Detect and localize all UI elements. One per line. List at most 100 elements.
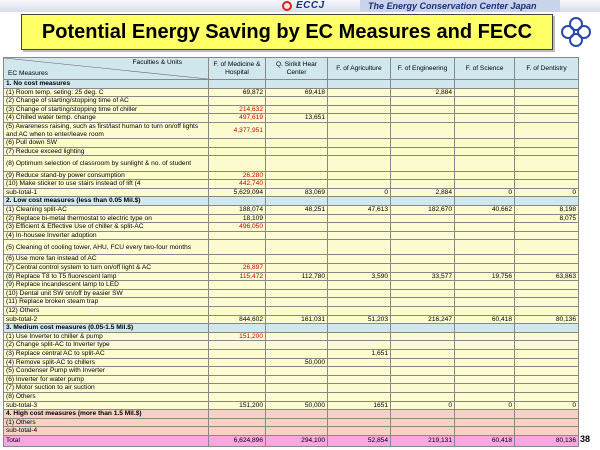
value-cell (390, 79, 455, 89)
measure-label: (3) Change of starting/stopping time of … (3, 104, 209, 115)
value-cell (265, 104, 328, 115)
value-cell (327, 155, 391, 172)
value-cell (514, 263, 579, 273)
value-cell (390, 213, 455, 224)
value-cell (454, 155, 515, 172)
value-cell: 47,613 (327, 204, 391, 215)
value-cell (454, 239, 515, 256)
value-cell (454, 383, 515, 393)
value-cell (327, 146, 391, 157)
value-cell: 0 (454, 187, 515, 198)
col-header: F. of Dentistry (514, 57, 579, 80)
measure-label: (1) Room temp. seting: 25 deg. C (3, 87, 209, 98)
value-cell (208, 146, 266, 157)
value-cell (327, 254, 391, 265)
value-cell: 8,075 (514, 213, 579, 224)
value-cell: 1,651 (327, 349, 391, 359)
value-cell (265, 239, 328, 256)
measure-label: (4) In-housee Inverter adoption (3, 230, 209, 241)
table-row: (6) Inverter for water pump (3, 374, 579, 385)
energy-saving-table-container: Faculties & Units EC Measures F. of Medi… (3, 57, 579, 447)
value-cell (454, 409, 515, 419)
value-cell: 50,000 (265, 400, 328, 411)
value-cell: 0 (454, 400, 515, 411)
value-cell (208, 391, 266, 402)
value-cell (454, 349, 515, 359)
value-cell (265, 213, 328, 224)
value-cell (514, 121, 579, 140)
measure-label: (7) Motor suction to air suction (3, 383, 209, 393)
value-cell (514, 146, 579, 157)
value-cell: 6,624,896 (208, 434, 266, 447)
value-cell: 214,632 (208, 104, 266, 115)
table-row: (2) Change of starting/stopping time of … (3, 96, 579, 106)
value-cell (208, 96, 266, 106)
measure-label: (7) Reduce exceed lighting (3, 146, 209, 157)
value-cell (208, 417, 266, 428)
value-cell (514, 349, 579, 359)
table-row: (5) Awareness raising, such as first/las… (3, 121, 579, 140)
value-cell: 0 (514, 187, 579, 198)
value-cell (390, 104, 455, 115)
value-cell: 48,251 (265, 204, 328, 215)
value-cell (265, 409, 328, 419)
value-cell (454, 170, 515, 181)
value-cell (454, 366, 515, 376)
value-cell (265, 179, 328, 189)
value-cell: 40,662 (454, 204, 515, 215)
measure-label: (11) Replace broken steam trap (3, 297, 209, 308)
value-cell (327, 104, 391, 115)
value-cell (327, 196, 391, 206)
measure-label: sub-total-2 (3, 314, 209, 325)
value-cell (514, 113, 579, 123)
value-cell (390, 306, 455, 316)
value-cell: 3,590 (327, 271, 391, 282)
value-cell (208, 306, 266, 316)
value-cell (265, 323, 328, 333)
value-cell: 161,031 (265, 314, 328, 325)
value-cell (265, 155, 328, 172)
value-cell (390, 383, 455, 393)
measure-label: (10) Dental unit SW on/off by easier SW (3, 288, 209, 299)
measure-label: (6) Inverter for water pump (3, 374, 209, 385)
value-cell (327, 374, 391, 385)
value-cell (454, 357, 515, 368)
value-cell (265, 297, 328, 308)
col-header: F. of Science (454, 57, 515, 80)
value-cell: 4,377,951 (208, 121, 266, 140)
measure-label: (6) Use more fan instead of AC (3, 254, 209, 265)
table-row: (2) Replace bi-metal thermostat to elect… (3, 213, 579, 224)
value-cell (514, 230, 579, 241)
measure-label: (5) Awareness raising, such as first/las… (3, 121, 209, 140)
value-cell (390, 196, 455, 206)
value-cell (390, 426, 455, 436)
value-cell (208, 196, 266, 206)
value-cell (390, 170, 455, 181)
value-cell (208, 374, 266, 385)
value-cell: 188,074 (208, 204, 266, 215)
value-cell (514, 155, 579, 172)
measure-label: sub-total-1 (3, 187, 209, 198)
value-cell (327, 383, 391, 393)
value-cell (390, 366, 455, 376)
col-header: F. of Agriculture (327, 57, 391, 80)
measure-label: (2) Change of starting/stopping time of … (3, 96, 209, 106)
table-row: (4) Remove split-AC to chillers 50,000 (3, 357, 579, 368)
value-cell (327, 121, 391, 140)
value-cell (514, 409, 579, 419)
value-cell: 182,670 (390, 204, 455, 215)
value-cell (454, 417, 515, 428)
value-cell: 442,740 (208, 179, 266, 189)
value-cell (327, 138, 391, 148)
value-cell (327, 323, 391, 333)
value-cell (454, 340, 515, 350)
measure-label: (2) Change split-AC to Inverter type (3, 340, 209, 350)
value-cell (390, 391, 455, 402)
value-cell (327, 366, 391, 376)
value-cell (514, 383, 579, 393)
value-cell (454, 331, 515, 342)
value-cell (327, 239, 391, 256)
table-row: (9) Reduce stand-by power consumption 26,… (3, 170, 579, 181)
slide-title-box: Potential Energy Saving by EC Measures a… (21, 14, 553, 50)
eccj-logo-icon (282, 1, 292, 11)
